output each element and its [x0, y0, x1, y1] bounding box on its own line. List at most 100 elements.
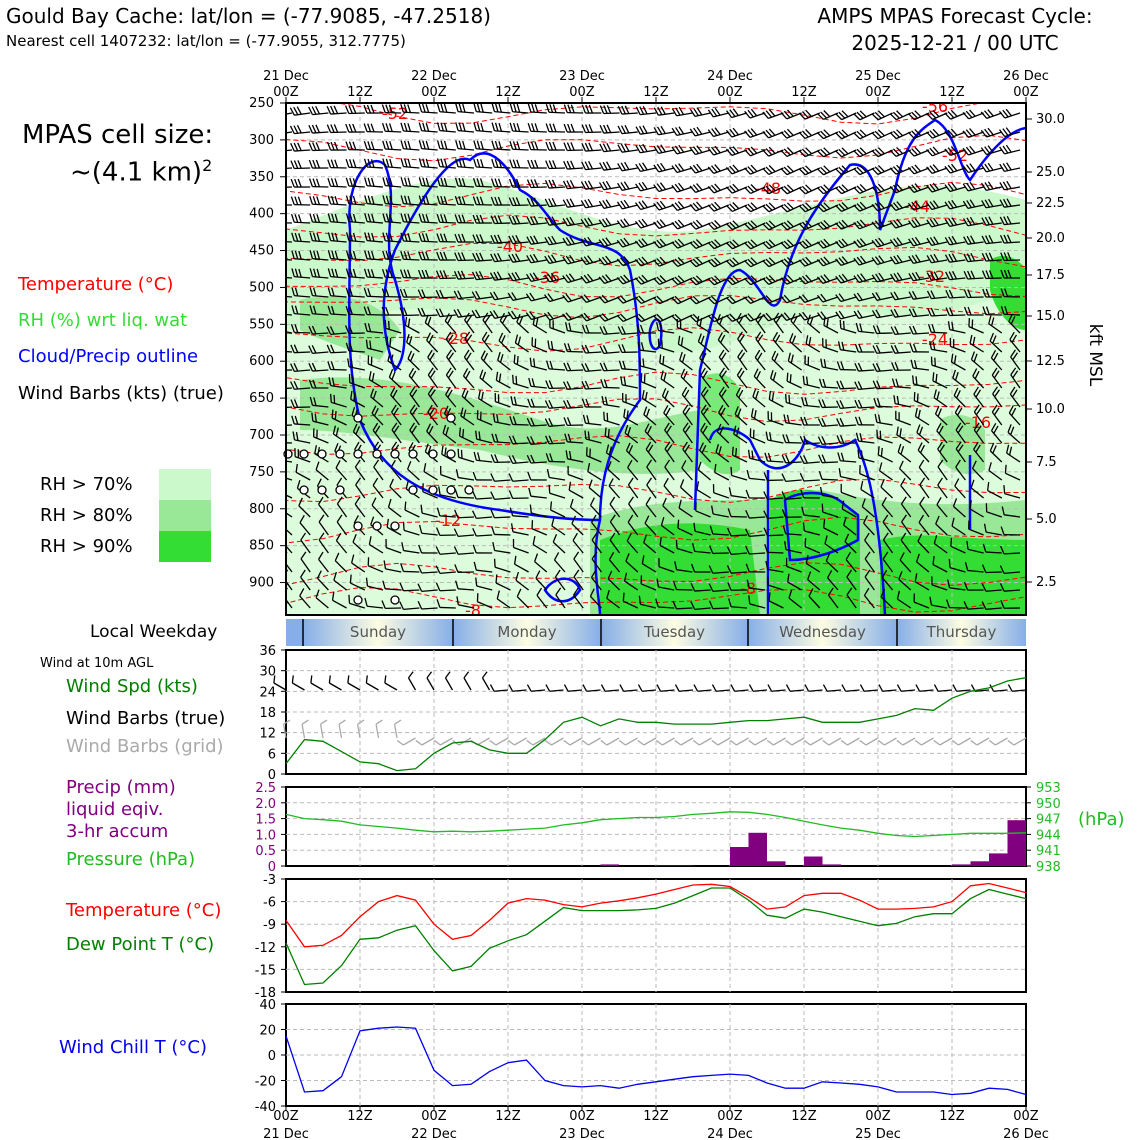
- barb-flag: [534, 141, 539, 151]
- barb-flag: [458, 158, 463, 168]
- wind-barb: [418, 232, 438, 243]
- wind-barb: [744, 108, 766, 119]
- barb-flag: [587, 217, 594, 226]
- barb-flag: [820, 221, 828, 229]
- barb-flag: [842, 320, 845, 330]
- barb-flag: [725, 314, 733, 322]
- barb-flag: [953, 387, 959, 396]
- barb-flag: [421, 233, 426, 242]
- barb-flag: [291, 268, 295, 277]
- barb-flag: [616, 182, 623, 191]
- wind-barb: [494, 393, 511, 408]
- barb-flag: [457, 270, 463, 280]
- barb-flag: [545, 141, 550, 151]
- barb-flag: [951, 182, 958, 190]
- barb-flag: [425, 214, 430, 223]
- wind-barb: [1010, 349, 1021, 371]
- barb-flag: [533, 253, 539, 262]
- barb-staff: [750, 436, 766, 444]
- barb-flag: [801, 203, 809, 211]
- barb-flag: [616, 258, 624, 266]
- barb-flag: [312, 379, 317, 389]
- barb-staff: [804, 363, 821, 371]
- barb-flag: [598, 200, 605, 209]
- barb-flag: [370, 141, 375, 150]
- barb-flag: [580, 200, 587, 209]
- wind-barb: [871, 219, 893, 230]
- barb-flag: [296, 124, 302, 134]
- barb-flag: [877, 110, 885, 118]
- barb-staff: [586, 314, 602, 322]
- barb-flag: [805, 256, 812, 264]
- wind-barb: [581, 398, 602, 408]
- barb-flag: [583, 256, 590, 264]
- panel-ytick-label: 12: [259, 727, 276, 742]
- barb-flag: [1010, 426, 1015, 435]
- wind-barb: [476, 410, 493, 426]
- barb-flag: [933, 271, 939, 280]
- wind-barb: [679, 351, 693, 371]
- barb-flag: [889, 149, 897, 157]
- barb-staff: [858, 314, 875, 319]
- barb-staff: [895, 222, 912, 229]
- barb-staff: [640, 149, 657, 154]
- wind-barb: [454, 252, 475, 262]
- barb-staff: [1003, 241, 1021, 244]
- barb-flag: [385, 288, 390, 297]
- barb-flag: [314, 445, 318, 454]
- barb-flag: [674, 202, 682, 210]
- wind-barb: [286, 406, 293, 410]
- barb-staff: [457, 185, 475, 188]
- barb-flag: [805, 376, 809, 386]
- wind-barb: [835, 129, 857, 140]
- barb-flag: [406, 269, 412, 279]
- barb-flag: [455, 103, 459, 112]
- barb-flag: [1006, 198, 1012, 207]
- barb-flag: [689, 108, 696, 117]
- barb-staff: [567, 441, 584, 444]
- wind-barb: [418, 158, 438, 169]
- wind-barb: [780, 128, 802, 139]
- barb-staff: [931, 186, 948, 193]
- barb-flag: [932, 372, 935, 381]
- barb-flag: [275, 107, 279, 115]
- barb-flag: [734, 406, 739, 415]
- wind-barb: [716, 313, 730, 334]
- barb-staff: [348, 295, 365, 298]
- barb-flag: [820, 185, 828, 193]
- rh90-swatch: [159, 531, 211, 562]
- barb-staff: [913, 383, 930, 389]
- barb-flag: [769, 370, 774, 379]
- barb-staff: [567, 314, 584, 322]
- barb-staff: [789, 340, 803, 353]
- wind-barb: [876, 429, 893, 444]
- barb-flag: [516, 123, 521, 132]
- barb-flag: [907, 131, 915, 139]
- wind-barb: [525, 272, 547, 283]
- barb-flag: [659, 275, 667, 283]
- barb-flag: [367, 288, 372, 297]
- barb-flag: [309, 232, 314, 241]
- wind-barb: [717, 332, 730, 353]
- wind-barb: [563, 399, 584, 409]
- barb-flag: [533, 197, 539, 206]
- wind-barb: [980, 162, 1002, 173]
- barb-staff: [658, 204, 675, 211]
- barb-staff: [439, 296, 456, 299]
- barb-flag: [689, 315, 697, 323]
- barb-flag: [316, 429, 318, 439]
- barb-flag: [279, 161, 283, 169]
- wind-barb: [769, 370, 784, 389]
- barb-flag: [587, 198, 594, 207]
- wind-barb: [363, 268, 384, 279]
- wind-barb: [454, 195, 475, 206]
- barb-staff: [787, 360, 802, 371]
- barb-flag: [641, 238, 649, 246]
- barb-flag: [1000, 288, 1005, 297]
- barb-flag: [853, 150, 861, 158]
- barb-staff: [658, 131, 675, 136]
- barb-staff: [331, 417, 347, 426]
- wind-barb: [616, 199, 638, 210]
- barb-flag: [601, 313, 609, 321]
- barb-flag: [364, 213, 368, 222]
